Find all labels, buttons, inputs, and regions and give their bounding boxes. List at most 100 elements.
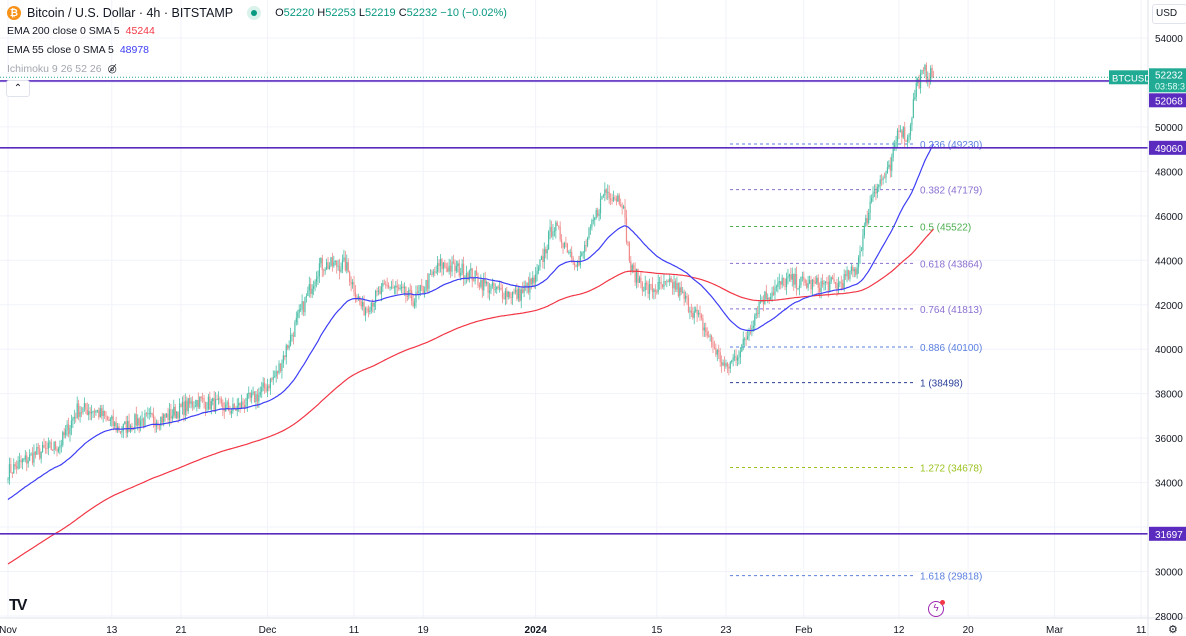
candle-body [114, 422, 116, 426]
candle-body [452, 261, 455, 264]
candle-body [215, 399, 217, 412]
candle-body [314, 281, 316, 286]
candle-body [305, 295, 308, 298]
candle-body [313, 285, 315, 289]
symbol-title[interactable]: Bitcoin / U.S. Dollar · 4h · BITSTAMP [27, 6, 234, 20]
candle-body [56, 449, 58, 452]
candle-body [91, 412, 93, 414]
collapse-legend-button[interactable]: ⌃ [6, 80, 30, 97]
candle-body [209, 396, 211, 410]
candle-body [702, 318, 704, 331]
candle-body [872, 192, 874, 198]
candle-body [301, 301, 303, 310]
candle-body [722, 362, 724, 366]
candle-body [834, 281, 837, 284]
currency-button[interactable]: USD [1152, 4, 1186, 24]
candle-body [390, 286, 393, 288]
settings-icon[interactable]: ⚙ [1168, 624, 1178, 636]
candle-body [797, 288, 799, 290]
candle-body [483, 279, 485, 291]
candle-body [487, 282, 489, 293]
candle-body [98, 410, 100, 418]
candle-body [876, 187, 878, 194]
candle-body [677, 283, 679, 296]
candle-body [638, 277, 641, 283]
candle-body [16, 466, 18, 469]
candle-body [824, 281, 827, 283]
candle-body [646, 282, 648, 285]
candle-body [490, 285, 492, 291]
candle-body [742, 338, 744, 345]
candle-body [899, 130, 901, 132]
candle-body [96, 410, 98, 412]
candle-body [833, 279, 835, 282]
candle-body [8, 464, 11, 480]
candle-body [670, 278, 672, 283]
candle-body [400, 286, 403, 289]
candle-body [367, 308, 370, 313]
candle-body [419, 285, 421, 291]
candle-body [245, 405, 247, 408]
candle-body [451, 261, 453, 272]
candle-body [633, 265, 635, 269]
candle-body [127, 420, 129, 433]
candle-body [203, 398, 205, 402]
candle-body [794, 273, 796, 285]
candle-body [422, 286, 424, 294]
candle-body [778, 281, 780, 283]
candle-body [13, 464, 15, 474]
candle-body [676, 283, 678, 290]
horizontal-lines[interactable] [0, 76, 1148, 535]
candle-body [588, 228, 590, 239]
candle-body [76, 403, 78, 418]
candle-body [141, 418, 143, 421]
candle-body [882, 177, 884, 180]
lightning-event-icon[interactable]: ϟ [928, 600, 945, 617]
candle-body [82, 407, 84, 413]
candle-body [927, 78, 929, 80]
candle-body [232, 403, 234, 411]
indicator-ichimoku[interactable]: Ichimoku 9 26 52 26 ◎̸ [7, 63, 117, 75]
fib-level-label: 0.5 (45522) [920, 222, 971, 233]
symbol-header[interactable]: ₿ Bitcoin / U.S. Dollar · 4h · BITSTAMP … [7, 6, 507, 20]
candle-body [875, 191, 877, 194]
candle-body [364, 308, 367, 316]
candle-body [398, 287, 400, 289]
candle-body [549, 227, 551, 232]
candle-body [868, 213, 870, 224]
candle-body [883, 177, 886, 179]
candle-body [50, 442, 52, 451]
candle-body [700, 314, 703, 319]
price-axis[interactable]: 54000 50000 48000 46000 44000 42000 40000 38000… [1155, 34, 1183, 623]
candle-body [271, 378, 273, 380]
time-axis[interactable]: Nov 13 21 Dec 11 19 2024 15 23 Feb 12 20 Mar 11 [0, 625, 1147, 636]
candle-body [550, 227, 553, 237]
price-badge-label: 49060 [1155, 144, 1183, 155]
candle-body [470, 268, 472, 271]
indicator-ema55[interactable]: EMA 55 close 0 SMA 5 48978 [7, 44, 150, 56]
candle-body [173, 406, 175, 416]
time-tick-label: 15 [651, 625, 663, 636]
candle-body [608, 191, 610, 199]
candle-body [481, 279, 483, 291]
candle-body [736, 357, 739, 361]
candle-body [643, 290, 645, 291]
candle-body [543, 249, 545, 262]
candle-body [125, 421, 127, 433]
eye-hidden-icon[interactable]: ◎̸ [107, 63, 117, 75]
tradingview-logo[interactable]: TV [9, 597, 28, 614]
candle-body [579, 255, 581, 266]
candle-body [298, 309, 300, 313]
candle-body [930, 68, 932, 82]
candle-body [669, 278, 671, 282]
candle-body [337, 266, 339, 268]
candle-body [403, 286, 406, 289]
candle-body [160, 416, 162, 427]
candle-body [788, 274, 790, 277]
candle-body [181, 401, 184, 408]
candle-body [744, 338, 746, 340]
candle-body [344, 257, 346, 271]
fibonacci-retracement[interactable]: 0.236 (49230) 0.382 (47179) 0.5 (45522) 0.6… [730, 140, 982, 583]
indicator-ema200[interactable]: EMA 200 close 0 SMA 5 45244 [7, 25, 155, 37]
